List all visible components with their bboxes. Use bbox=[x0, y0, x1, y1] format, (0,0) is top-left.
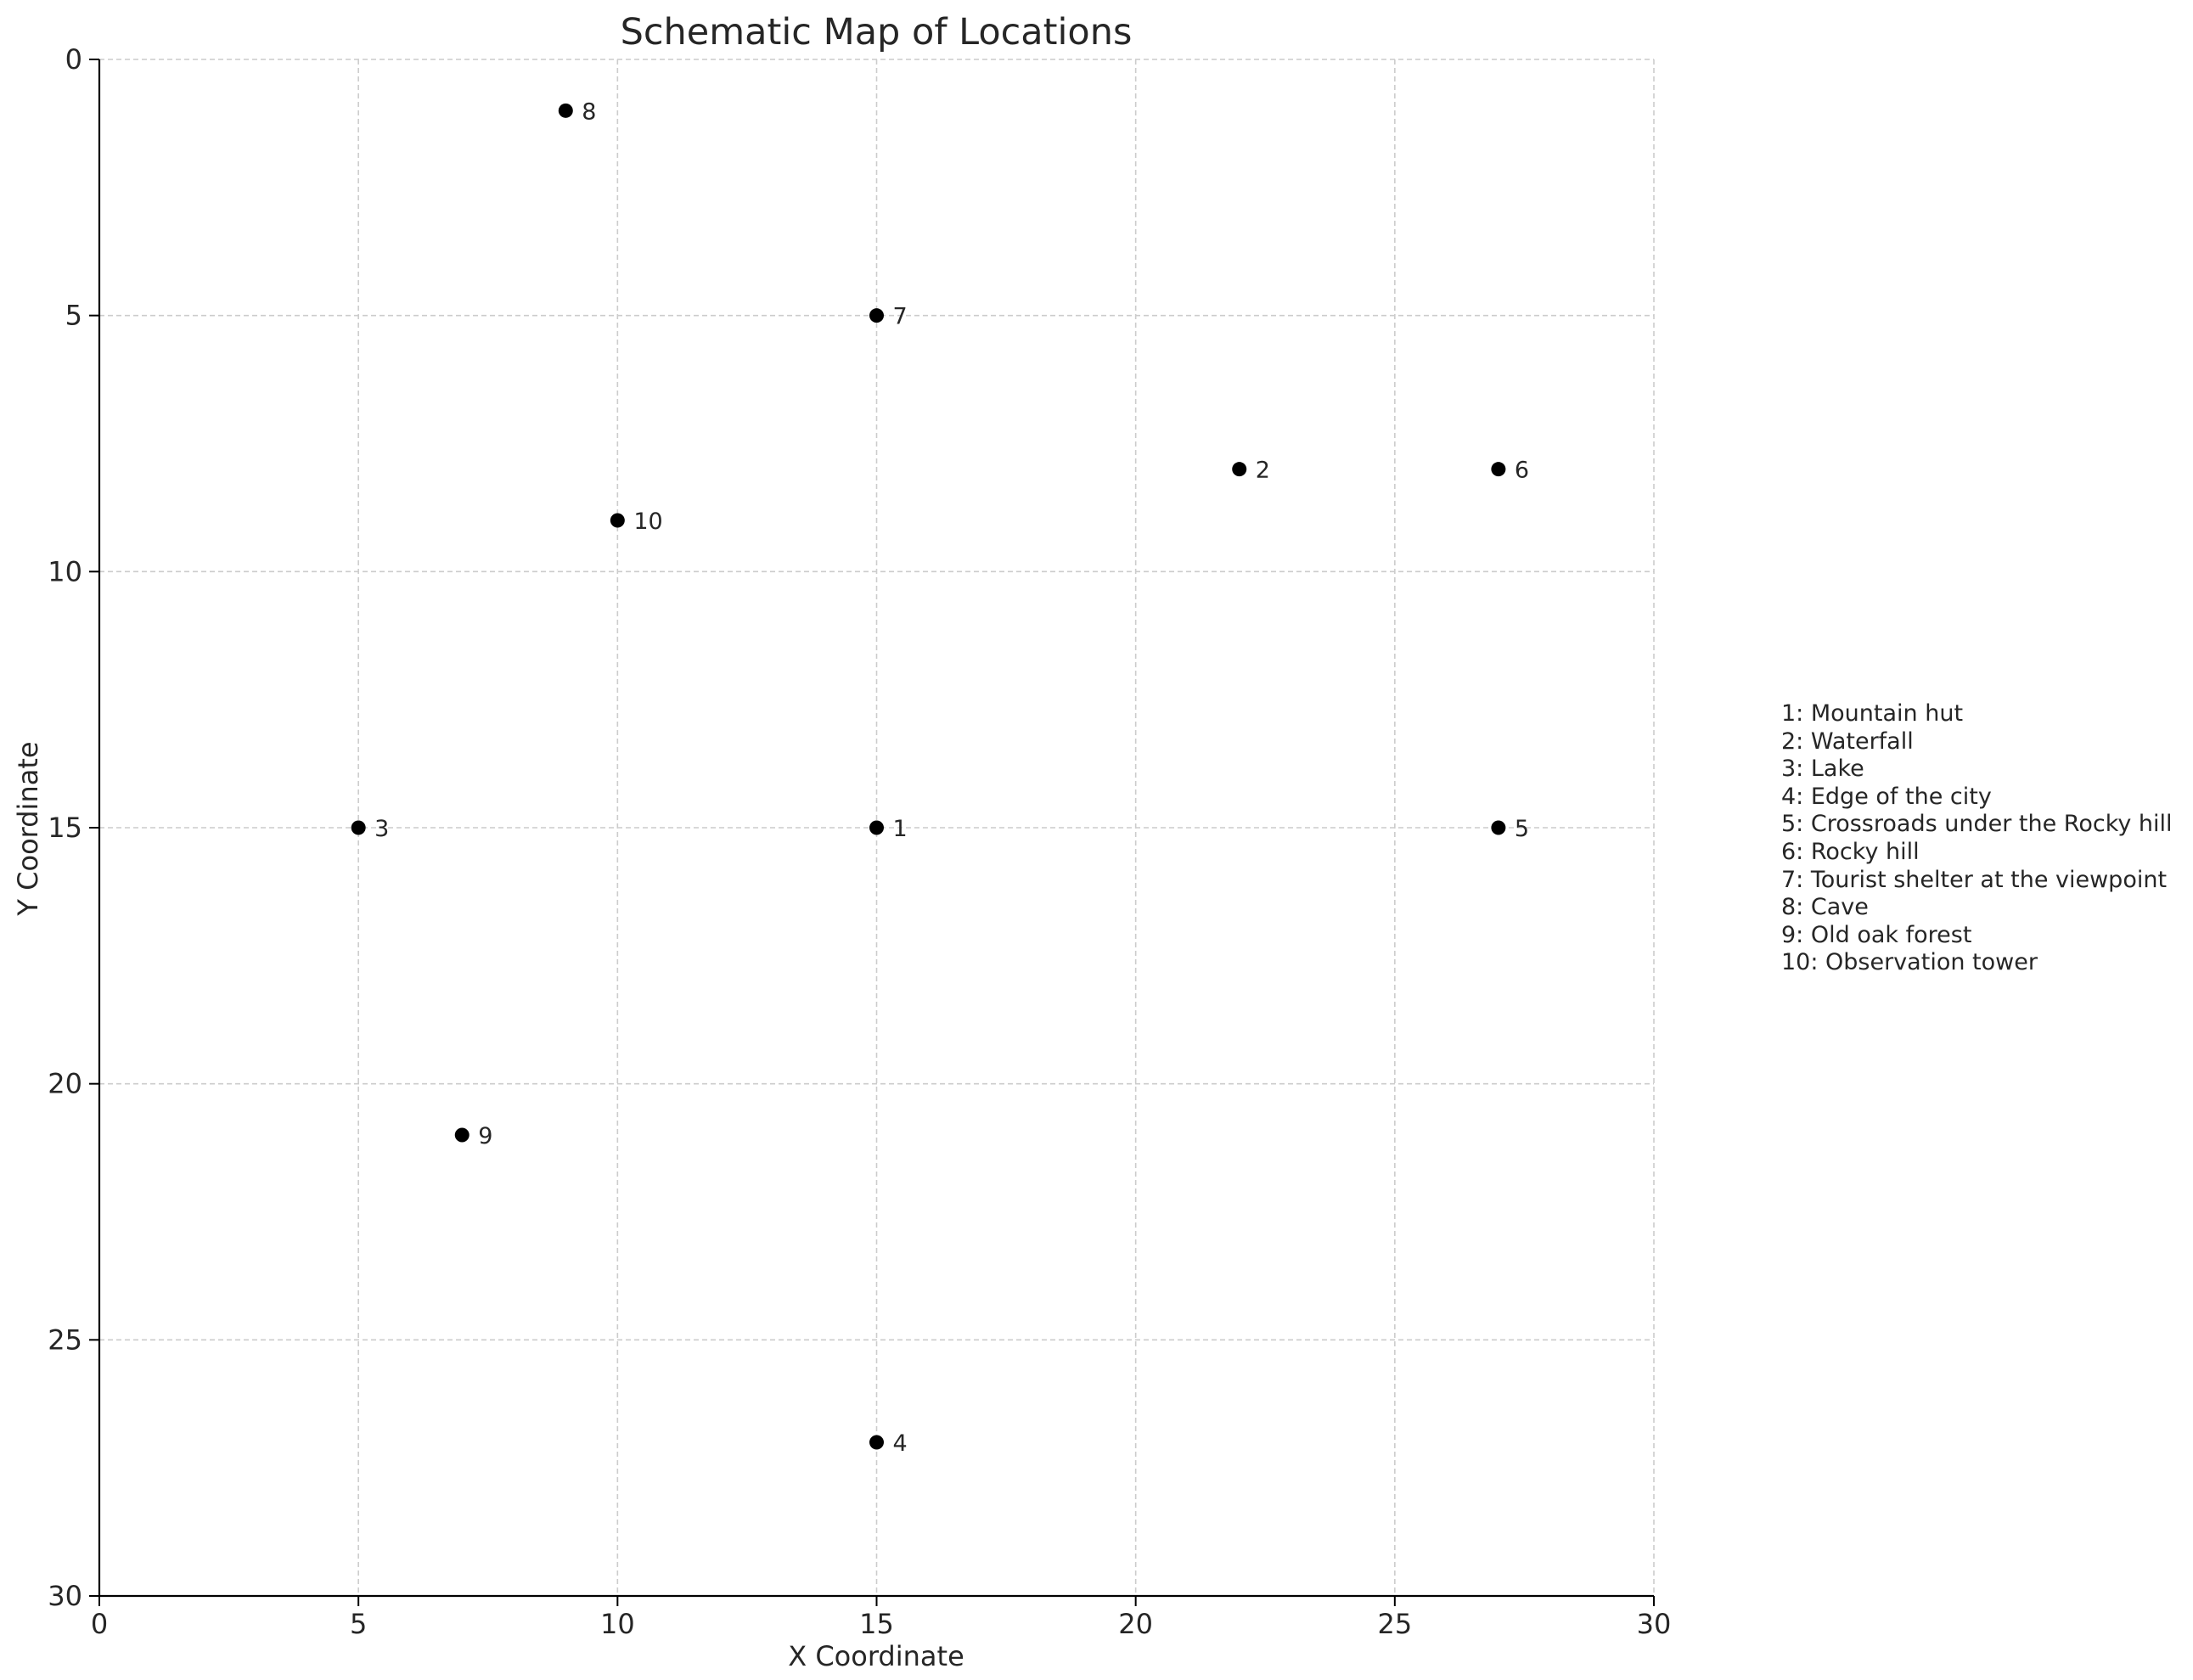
chart-title: Schematic Map of Locations bbox=[621, 11, 1133, 53]
location-marker bbox=[454, 1127, 470, 1143]
data-points: 1 2 3 4 5 6 7 8 9 10 bbox=[351, 98, 1529, 1457]
location-marker bbox=[558, 103, 573, 118]
location-marker bbox=[869, 820, 884, 835]
location-label: 10 bbox=[633, 508, 662, 535]
y-tick-label: 0 bbox=[65, 43, 82, 76]
legend-entry: 9: Old oak forest bbox=[1781, 921, 1972, 948]
location-marker bbox=[1232, 462, 1247, 477]
location-marker bbox=[351, 820, 366, 835]
location-label: 1 bbox=[893, 816, 908, 842]
x-tick-label: 25 bbox=[1377, 1608, 1412, 1640]
legend-entry: 5: Crossroads under the Rocky hill bbox=[1781, 811, 2173, 838]
location-marker bbox=[1491, 462, 1506, 477]
y-axis-label: Y Coordinate bbox=[12, 741, 44, 916]
x-tick-label: 30 bbox=[1637, 1608, 1672, 1640]
location-label: 9 bbox=[478, 1123, 492, 1149]
x-tick-label: 10 bbox=[600, 1608, 635, 1640]
location-label: 5 bbox=[1515, 816, 1529, 842]
legend-entry: 6: Rocky hill bbox=[1781, 838, 1920, 865]
legend-entry: 1: Mountain hut bbox=[1781, 700, 1964, 727]
location-marker bbox=[1491, 820, 1506, 835]
location-marker bbox=[869, 308, 884, 323]
x-tick-label: 20 bbox=[1118, 1608, 1153, 1640]
y-tick-label: 25 bbox=[48, 1323, 82, 1356]
legend-entry: 10: Observation tower bbox=[1781, 949, 2038, 976]
legend: 1: Mountain hut 2: Waterfall 3: Lake 4: … bbox=[1781, 700, 2180, 977]
location-label: 6 bbox=[1515, 458, 1529, 484]
y-tick-label: 30 bbox=[48, 1580, 82, 1612]
legend-entry: 2: Waterfall bbox=[1781, 728, 1914, 755]
y-tick-label: 10 bbox=[48, 555, 82, 587]
legend-entry: 3: Lake bbox=[1781, 756, 1864, 783]
location-marker bbox=[610, 513, 625, 528]
x-axis-label: X Coordinate bbox=[788, 1640, 964, 1672]
legend-entry: 4: Edge of the city bbox=[1781, 783, 1992, 810]
y-tick-label: 5 bbox=[65, 300, 82, 332]
axes bbox=[89, 59, 1655, 1606]
y-tick-label: 20 bbox=[48, 1068, 82, 1100]
x-tick-label: 15 bbox=[859, 1608, 894, 1640]
location-label: 2 bbox=[1256, 458, 1270, 484]
x-tick-label: 5 bbox=[350, 1608, 367, 1640]
legend-entry: 8: Cave bbox=[1781, 894, 1869, 921]
location-label: 8 bbox=[582, 98, 596, 125]
legend-entry: 7: Tourist shelter at the viewpoint bbox=[1781, 866, 2168, 893]
location-marker bbox=[869, 1435, 884, 1450]
y-tick-label: 15 bbox=[48, 812, 82, 844]
x-tick-label: 0 bbox=[91, 1608, 108, 1640]
location-label: 4 bbox=[893, 1430, 908, 1457]
location-label: 7 bbox=[893, 304, 908, 330]
location-label: 3 bbox=[374, 816, 389, 842]
